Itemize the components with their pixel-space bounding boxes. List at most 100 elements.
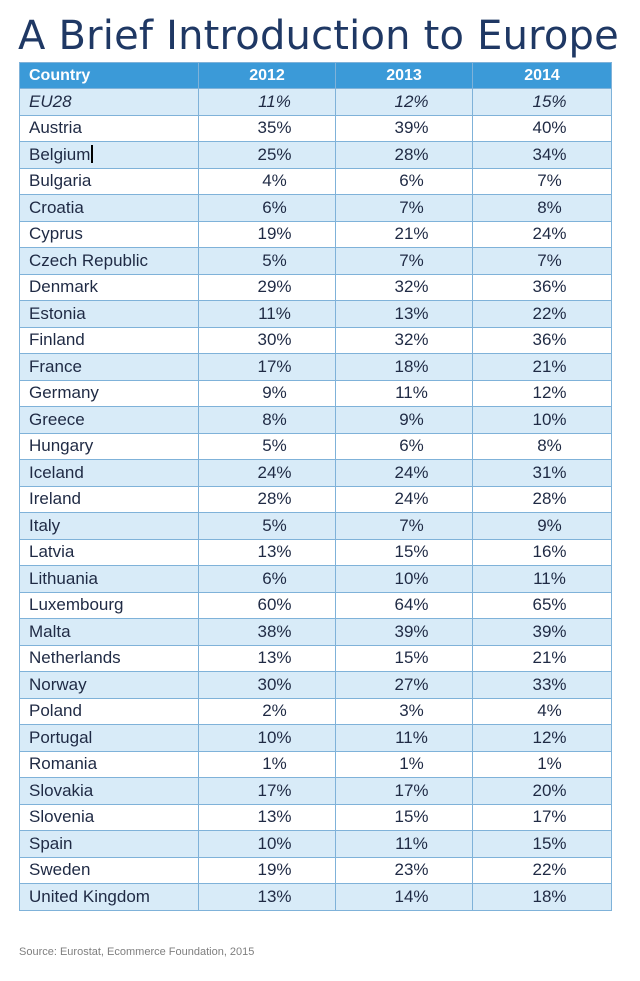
- table-row: Bulgaria 4% 6% 7%: [19, 167, 612, 195]
- country-label: EU28: [29, 91, 72, 111]
- cell-country: Iceland: [19, 459, 199, 487]
- cell-country: Ireland: [19, 485, 199, 513]
- cell-2014: 10%: [472, 406, 612, 434]
- cell-2014: 17%: [472, 803, 612, 831]
- table-row: Spain 10% 11% 15%: [19, 830, 612, 858]
- cell-2014: 12%: [472, 724, 612, 752]
- cell-2013: 27%: [335, 671, 473, 699]
- cell-2012: 25%: [198, 141, 336, 169]
- table-row: Denmark 29% 32% 36%: [19, 273, 612, 301]
- cell-2013: 24%: [335, 485, 473, 513]
- table-row: Slovenia 13% 15% 17%: [19, 803, 612, 831]
- cell-country: Latvia: [19, 538, 199, 566]
- cell-2013: 21%: [335, 220, 473, 248]
- cell-country: Portugal: [19, 724, 199, 752]
- cell-2014: 28%: [472, 485, 612, 513]
- cell-2013: 32%: [335, 273, 473, 301]
- table-row: France 17% 18% 21%: [19, 353, 612, 381]
- table-body: EU28 11% 12% 15% Austria 35% 39% 40% Belgium 25% 2…: [19, 88, 612, 911]
- country-label: Greece: [29, 409, 85, 429]
- cell-country: Belgium: [19, 141, 199, 169]
- country-label: Netherlands: [29, 648, 121, 668]
- cell-country: Netherlands: [19, 644, 199, 672]
- cell-2014: 8%: [472, 432, 612, 460]
- cell-2012: 17%: [198, 353, 336, 381]
- cell-country: Cyprus: [19, 220, 199, 248]
- cell-2013: 11%: [335, 830, 473, 858]
- cell-2014: 39%: [472, 618, 612, 646]
- cell-2012: 8%: [198, 406, 336, 434]
- cell-country: EU28: [19, 88, 199, 116]
- table-row: Romania 1% 1% 1%: [19, 750, 612, 778]
- cell-2012: 24%: [198, 459, 336, 487]
- cell-2014: 7%: [472, 247, 612, 275]
- table-row: Iceland 24% 24% 31%: [19, 459, 612, 487]
- table-row: Netherlands 13% 15% 21%: [19, 644, 612, 672]
- cell-2014: 33%: [472, 671, 612, 699]
- cell-2013: 11%: [335, 379, 473, 407]
- cell-2014: 22%: [472, 300, 612, 328]
- country-label: Hungary: [29, 436, 94, 456]
- cell-2013: 18%: [335, 353, 473, 381]
- cell-2012: 30%: [198, 671, 336, 699]
- country-label: France: [29, 356, 82, 376]
- cell-country: Bulgaria: [19, 167, 199, 195]
- cell-country: United Kingdom: [19, 883, 199, 911]
- cell-2012: 10%: [198, 830, 336, 858]
- cell-2012: 1%: [198, 750, 336, 778]
- cell-country: Slovakia: [19, 777, 199, 805]
- country-label: Iceland: [29, 462, 84, 482]
- table-row: Austria 35% 39% 40%: [19, 114, 612, 142]
- cell-2012: 5%: [198, 512, 336, 540]
- country-label: United Kingdom: [29, 886, 150, 906]
- cell-country: Slovenia: [19, 803, 199, 831]
- table-row: Germany 9% 11% 12%: [19, 379, 612, 407]
- country-label: Ireland: [29, 489, 81, 509]
- cell-2012: 13%: [198, 644, 336, 672]
- cell-country: France: [19, 353, 199, 381]
- country-label: Denmark: [29, 277, 98, 297]
- cell-2014: 8%: [472, 194, 612, 222]
- table-row: Croatia 6% 7% 8%: [19, 194, 612, 222]
- cell-2012: 11%: [198, 300, 336, 328]
- header-country: Country: [19, 62, 199, 89]
- country-label: Spain: [29, 833, 73, 853]
- country-label: Germany: [29, 383, 99, 403]
- country-label: Romania: [29, 754, 98, 774]
- cell-country: Poland: [19, 697, 199, 725]
- cell-2013: 6%: [335, 167, 473, 195]
- cell-2013: 3%: [335, 697, 473, 725]
- table-row: Poland 2% 3% 4%: [19, 697, 612, 725]
- cell-2013: 17%: [335, 777, 473, 805]
- country-label: Latvia: [29, 542, 75, 562]
- country-label: Bulgaria: [29, 171, 92, 191]
- cell-2013: 13%: [335, 300, 473, 328]
- cell-2012: 29%: [198, 273, 336, 301]
- cell-2014: 31%: [472, 459, 612, 487]
- table-row: Italy 5% 7% 9%: [19, 512, 612, 540]
- cell-2012: 10%: [198, 724, 336, 752]
- cell-2012: 4%: [198, 167, 336, 195]
- table-row: United Kingdom 13% 14% 18%: [19, 883, 612, 911]
- table-header-row: Country 2012 2013 2014: [19, 62, 612, 89]
- cell-2014: 15%: [472, 88, 612, 116]
- cell-2012: 13%: [198, 803, 336, 831]
- cell-country: Italy: [19, 512, 199, 540]
- cell-2012: 19%: [198, 220, 336, 248]
- cell-2014: 21%: [472, 353, 612, 381]
- cell-2012: 17%: [198, 777, 336, 805]
- cell-2014: 16%: [472, 538, 612, 566]
- cell-2013: 32%: [335, 326, 473, 354]
- cell-2014: 34%: [472, 141, 612, 169]
- cell-2012: 9%: [198, 379, 336, 407]
- cell-2012: 2%: [198, 697, 336, 725]
- cell-country: Finland: [19, 326, 199, 354]
- cell-2014: 18%: [472, 883, 612, 911]
- cell-country: Estonia: [19, 300, 199, 328]
- table-row: EU28 11% 12% 15%: [19, 88, 612, 116]
- country-label: Croatia: [29, 197, 84, 217]
- text-cursor: [91, 144, 93, 163]
- cell-2012: 19%: [198, 856, 336, 884]
- country-label: Czech Republic: [29, 250, 149, 270]
- table-row: Malta 38% 39% 39%: [19, 618, 612, 646]
